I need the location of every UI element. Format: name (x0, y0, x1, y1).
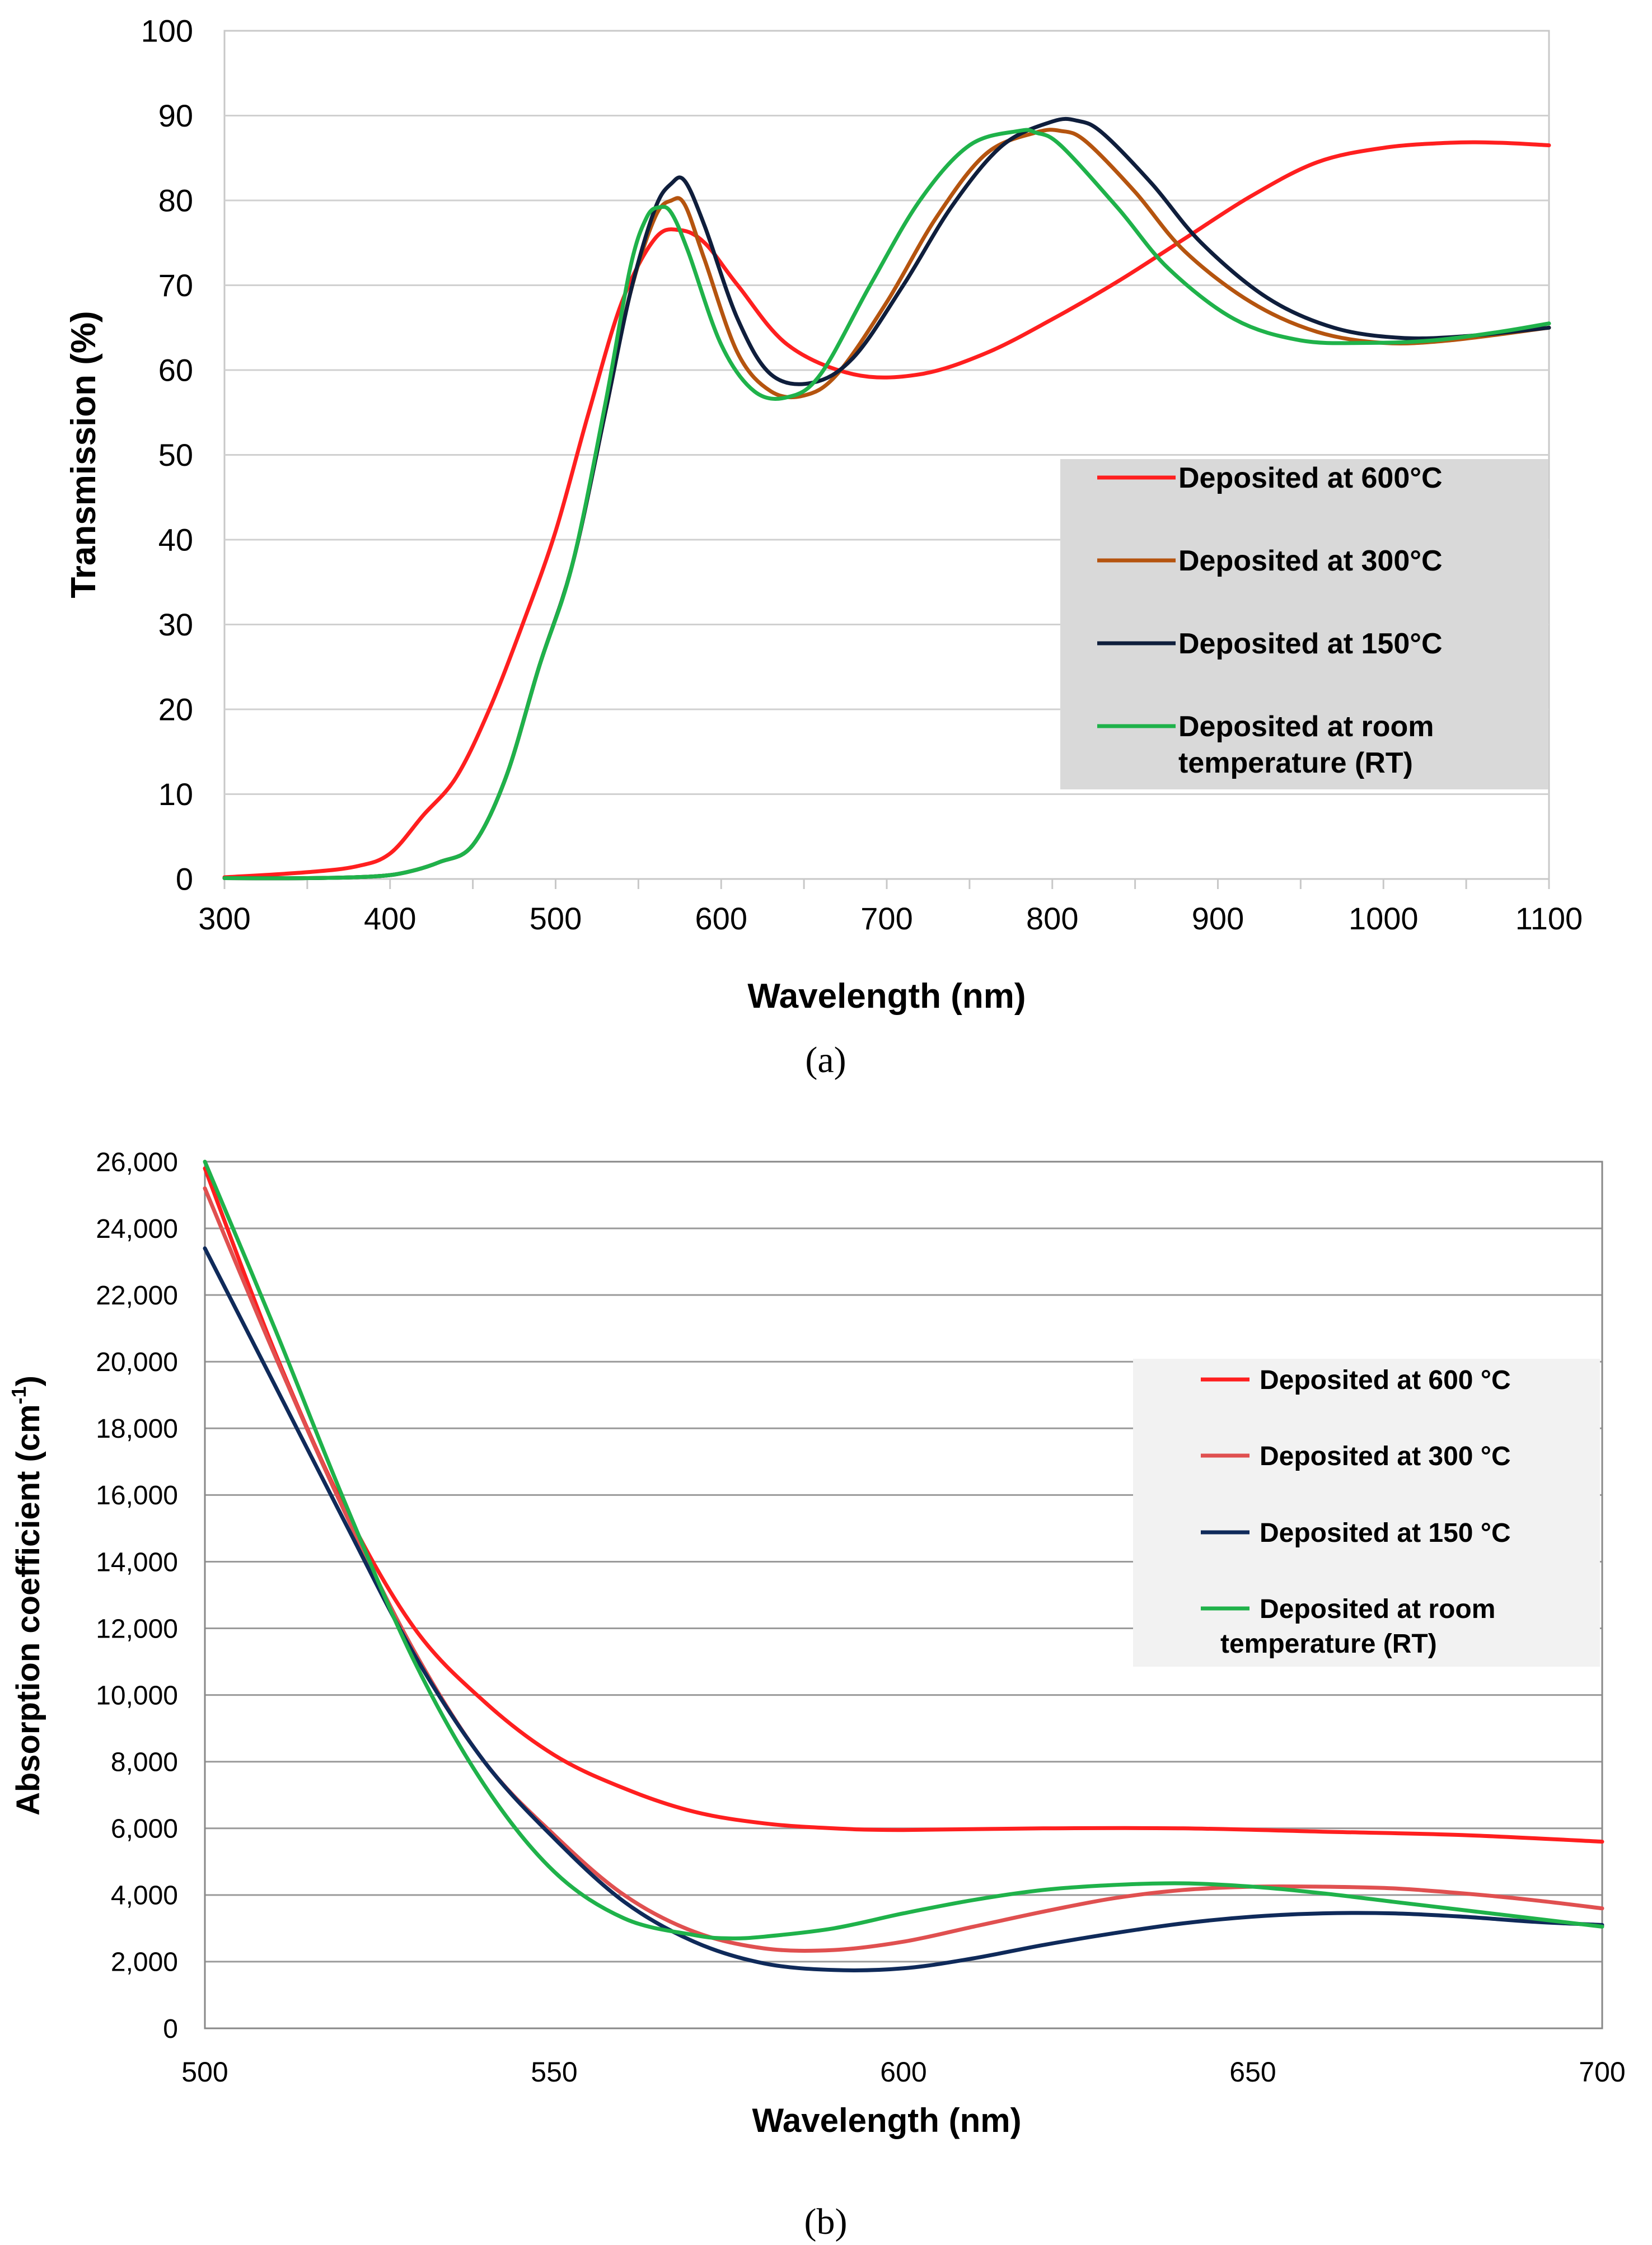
chart-b-legend-box (1133, 1359, 1600, 1667)
chart-b-x-axis-label: Wavelength (nm) (752, 2102, 1021, 2139)
chart-a-y-tick-label: 40 (158, 522, 193, 558)
chart-a-x-axis-label: Wavelength (nm) (747, 977, 1026, 1016)
chart-a-x-tick-label: 700 (860, 901, 912, 936)
chart-b-y-tick-label: 16,000 (96, 1481, 178, 1510)
chart-a-y-ticks: 0 10 20 30 40 50 60 70 80 90 100 (141, 13, 193, 897)
chart-a-legend-entry-4: Deposited at room temperature (RT) (1097, 710, 1434, 779)
chart-b-y-tick-label: 18,000 (96, 1414, 178, 1444)
chart-b-y-tick-label: 26,000 (96, 1148, 178, 1177)
chart-a-series-line-1 (222, 140, 1551, 880)
chart-a-y-tick-label: 50 (158, 437, 193, 473)
chart-a-x-tick-label: 600 (695, 901, 747, 936)
chart-b-y-axis-label-end: ) (10, 1376, 46, 1386)
chart-b-legend-entry-4: Deposited at room temperature (RT) (1201, 1594, 1495, 1659)
chart-a-legend-label-2: Deposited at 300°C (1178, 545, 1443, 577)
chart-b-y-tick-label: 24,000 (96, 1214, 178, 1244)
chart-a-legend-label-3: Deposited at 150°C (1178, 628, 1443, 660)
chart-b-legend-entry-3: Deposited at 150 °C (1201, 1518, 1511, 1548)
chart-a-x-tick-label: 400 (364, 901, 416, 936)
chart-a-panel-label: (a) (805, 1040, 846, 1081)
chart-b-y-tick-label: 22,000 (96, 1281, 178, 1311)
chart-a-y-tick-label: 60 (158, 353, 193, 388)
chart-a-x-tick-label: 300 (198, 901, 250, 936)
chart-b-x-tick-label: 650 (1229, 2056, 1276, 2088)
chart-a-y-tick-label: 70 (158, 268, 193, 303)
chart-b-y-axis-label-main: Absorption coefficient (cm (10, 1404, 46, 1816)
chart-b-legend-label-4: Deposited at room temperature (RT) (1220, 1594, 1495, 1659)
chart-b-x-tick-label: 600 (880, 2056, 926, 2088)
chart-a-legend-label-4: Deposited at room temperature (RT) (1178, 710, 1434, 779)
chart-a-x-tick-label: 1100 (1515, 901, 1583, 936)
chart-b-legend: Deposited at 600 °C Deposited at 300 °C … (1133, 1359, 1600, 1667)
chart-b-series (203, 1159, 1604, 1972)
chart-a: 300 400 500 600 700 800 900 1000 1100 0 10 20 30 40 5… (64, 13, 1583, 1081)
chart-a-x-tick-label: 900 (1192, 901, 1244, 936)
chart-b-y-tick-label: 20,000 (96, 1348, 178, 1377)
chart-a-y-tick-label: 100 (141, 13, 193, 49)
chart-b-x-ticks: 500 550 600 650 700 (181, 2056, 1625, 2088)
chart-b-y-tick-label: 10,000 (96, 1681, 178, 1710)
chart-a-y-tick-label: 10 (158, 777, 193, 812)
chart-b-y-axis-label: Absorption coefficient (cm-1) (7, 1376, 46, 1816)
chart-a-legend-label-4-line-1: Deposited at room (1178, 710, 1434, 743)
chart-a-x-tick-label: 500 (530, 901, 582, 936)
chart-b-x-tick-label: 500 (181, 2056, 228, 2088)
chart-b-legend-label-2: Deposited at 300 °C (1260, 1442, 1511, 1471)
chart-b-legend-entry-2: Deposited at 300 °C (1201, 1442, 1511, 1471)
chart-a-legend-box (1060, 459, 1548, 789)
chart-b-legend-label-3: Deposited at 150 °C (1260, 1518, 1511, 1548)
chart-b-y-axis-label-sup: -1 (7, 1386, 30, 1404)
chart-b-y-tick-label: 8,000 (111, 1747, 178, 1777)
chart-a-y-tick-label: 90 (158, 98, 193, 133)
chart-b-x-tick-label: 700 (1579, 2056, 1625, 2088)
chart-a-y-axis-label: Transmission (%) (64, 311, 103, 598)
chart-a-x-tick-label: 800 (1026, 901, 1078, 936)
chart-b-series-line-4 (203, 1159, 1604, 1940)
chart-b-y-ticks: 0 2,000 4,000 6,000 8,000 10,000 12,000 14,000 1… (96, 1148, 178, 2044)
chart-b-panel-label: (b) (804, 2201, 848, 2242)
chart-a-series (222, 116, 1551, 881)
chart-a-legend-entry-2: Deposited at 300°C (1097, 545, 1443, 577)
chart-a-legend-entry-1: Deposited at 600°C (1097, 462, 1443, 494)
chart-a-legend-entry-3: Deposited at 150°C (1097, 628, 1443, 660)
chart-b: 500 550 600 650 700 0 2,000 4,000 6,000 8,000 10,… (7, 1148, 1626, 2242)
chart-b-y-tick-label: 6,000 (111, 1814, 178, 1844)
chart-b-y-tick-label: 0 (163, 2014, 178, 2044)
chart-b-legend-label-1: Deposited at 600 °C (1260, 1365, 1511, 1395)
chart-a-y-tick-label: 80 (158, 183, 193, 218)
chart-a-x-tick-label: 1000 (1349, 901, 1419, 936)
chart-a-series-line-4 (222, 128, 1551, 881)
chart-b-x-tick-label: 550 (531, 2056, 577, 2088)
chart-a-legend-label-4-line-2: temperature (RT) (1178, 747, 1413, 779)
chart-b-y-tick-label: 14,000 (96, 1547, 178, 1577)
chart-a-x-ticks: 300 400 500 600 700 800 900 1000 1100 (198, 879, 1583, 936)
chart-a-legend: Deposited at 600°C Deposited at 300°C De… (1060, 459, 1548, 789)
chart-b-legend-label-4-line-2: temperature (RT) (1220, 1629, 1437, 1659)
chart-b-plot-border (204, 1161, 1603, 2029)
chart-b-legend-label-4-line-1: Deposited at room (1260, 1594, 1495, 1624)
chart-b-y-tick-label: 4,000 (111, 1881, 178, 1911)
chart-a-y-tick-label: 30 (158, 607, 193, 642)
chart-b-y-tick-label: 2,000 (111, 1948, 178, 1977)
chart-a-legend-label-1: Deposited at 600°C (1178, 462, 1443, 494)
chart-a-y-tick-label: 0 (176, 862, 193, 897)
chart-a-y-tick-label: 20 (158, 692, 193, 727)
chart-b-legend-entry-1: Deposited at 600 °C (1201, 1365, 1511, 1395)
chart-b-y-tick-label: 12,000 (96, 1614, 178, 1644)
